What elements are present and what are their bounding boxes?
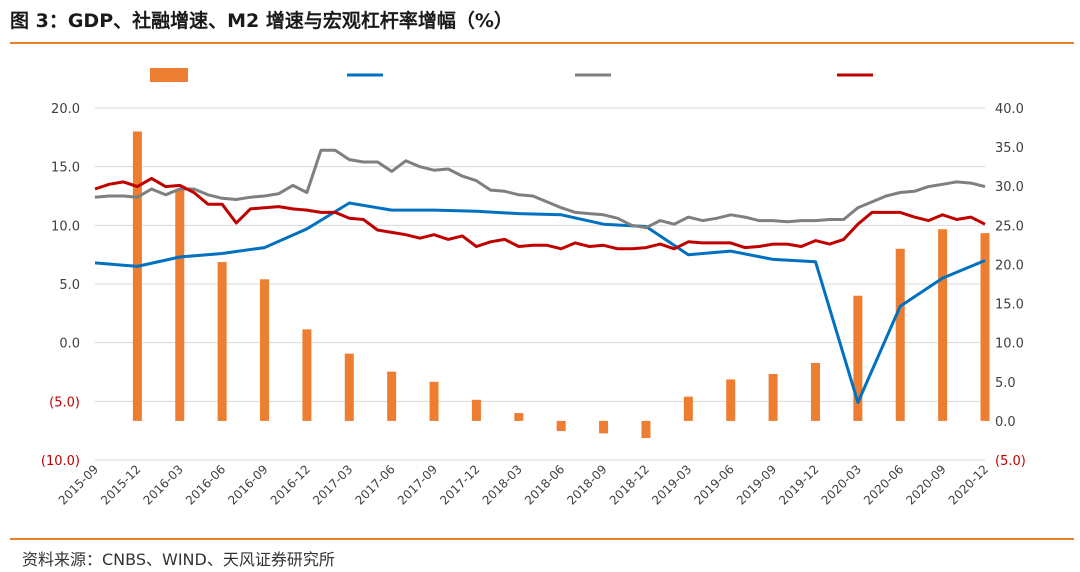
x-axis-tick-label: 2018-03: [480, 462, 525, 507]
bar-leverage: [471, 399, 481, 421]
right-axis-tick-label: 0.0: [995, 415, 1016, 430]
x-axis-tick-label: 2020-03: [819, 462, 864, 507]
right-axis-tick-label: 25.0: [995, 219, 1024, 234]
bar-leverage: [726, 379, 736, 421]
x-axis-tick-label: 2018-12: [607, 462, 652, 507]
bar-leverage: [895, 248, 905, 421]
title-rule: [10, 42, 1074, 44]
line-m2: [94, 176, 986, 251]
legend-swatch: [150, 68, 188, 82]
right-axis-tick-label: (5.0): [995, 454, 1026, 469]
right-axis-tick-label: 35.0: [995, 141, 1024, 156]
right-axis-tick-label: 5.0: [995, 376, 1016, 391]
right-axis-tick-label: 10.0: [995, 337, 1024, 352]
bar-leverage: [556, 420, 566, 432]
right-axis-tick-label: 15.0: [995, 298, 1024, 313]
left-axis-tick-label: 20.0: [51, 102, 80, 117]
bar-leverage: [938, 229, 948, 421]
left-axis-tick-label: (5.0): [49, 395, 80, 410]
bar-leverage: [768, 373, 778, 421]
x-axis-tick-label: 2019-06: [691, 462, 736, 507]
bar-leverage: [641, 420, 651, 439]
x-axis-tick-label: 2016-06: [183, 462, 228, 507]
bar-leverage: [132, 131, 142, 421]
bar-leverage: [217, 262, 227, 421]
line-tsf: [94, 148, 986, 230]
right-axis-tick-label: 40.0: [995, 102, 1024, 117]
left-axis-tick-label: (10.0): [41, 454, 80, 469]
source-rule: [10, 538, 1074, 540]
bar-leverage: [302, 329, 312, 421]
bar-leverage: [387, 371, 397, 421]
x-axis-tick-label: 2020-06: [861, 462, 906, 507]
bar-leverage: [175, 190, 185, 421]
bar-leverage: [344, 353, 354, 421]
x-axis-tick-label: 2017-03: [310, 462, 355, 507]
x-axis-tick-label: 2016-03: [141, 462, 186, 507]
x-axis-tick-label: 2019-09: [734, 462, 779, 507]
bar-leverage: [683, 396, 693, 421]
bar-leverage: [429, 381, 439, 421]
source-note: 资料来源：CNBS、WIND、天风证券研究所: [22, 550, 335, 569]
x-axis-tick-label: 2016-12: [268, 462, 313, 507]
x-axis-tick-label: 2020-09: [903, 462, 948, 507]
x-axis-tick-label: 2018-06: [522, 462, 567, 507]
bar-leverage: [853, 295, 863, 421]
x-axis-tick-label: 2017-12: [437, 462, 482, 507]
bar-leverage: [980, 233, 990, 421]
x-axis-tick-label: 2018-09: [564, 462, 609, 507]
bar-leverage: [514, 413, 524, 421]
x-axis-tick-label: 2020-12: [946, 462, 991, 507]
x-axis-tick-label: 2019-12: [776, 462, 821, 507]
x-axis-tick-label: 2016-09: [225, 462, 270, 507]
left-axis-tick-label: 5.0: [59, 278, 80, 293]
left-axis-tick-label: 10.0: [51, 219, 80, 234]
line-gdp: [94, 201, 986, 404]
x-axis-tick-label: 2017-09: [395, 462, 440, 507]
bar-leverage: [260, 279, 270, 421]
bar-leverage: [599, 420, 609, 434]
left-axis-tick-label: 15.0: [51, 161, 80, 176]
x-axis-tick-label: 2015-09: [56, 462, 101, 507]
bar-leverage: [810, 363, 820, 421]
right-axis-tick-label: 30.0: [995, 180, 1024, 195]
left-axis-tick-label: 0.0: [59, 337, 80, 352]
x-axis-tick-label: 2019-03: [649, 462, 694, 507]
figure-title: 图 3：GDP、社融增速、M2 增速与宏观杠杆率增幅（%）: [10, 10, 513, 32]
x-axis-tick-label: 2017-06: [352, 462, 397, 507]
right-axis-tick-label: 20.0: [995, 258, 1024, 273]
x-axis-tick-label: 2015-12: [98, 462, 143, 507]
